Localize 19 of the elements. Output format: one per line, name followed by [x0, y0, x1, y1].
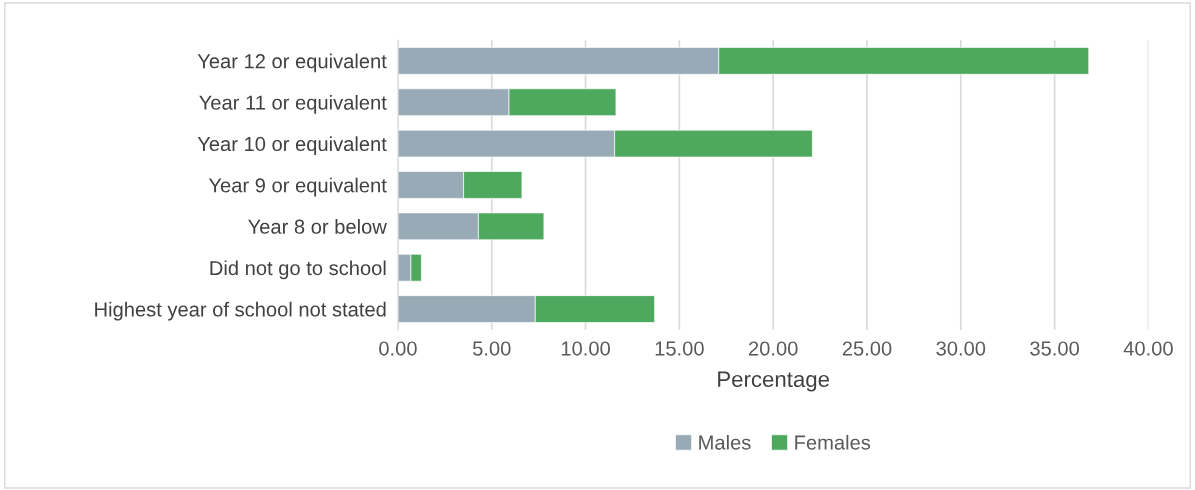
x-axis-title: Percentage	[718, 371, 830, 392]
x-tick-label: 0.00	[379, 341, 417, 356]
x-tick-label: 40.00	[1123, 341, 1173, 356]
x-tick-label: 20.00	[748, 341, 798, 356]
y-tick-label: Year 12 or equivalent	[197, 53, 387, 73]
x-tick-label: 15.00	[655, 341, 704, 356]
y-tick-label: Year 8 or below	[248, 219, 387, 234]
y-tick-label: Year 10 or equivalent	[197, 136, 387, 156]
legend-label: Females	[795, 434, 871, 450]
legend-label: Males	[699, 434, 751, 450]
x-tick-label: 5.00	[472, 341, 511, 356]
y-tick-label: Year 11 or equivalent	[199, 94, 387, 114]
x-tick-label: 10.00	[561, 341, 610, 356]
x-tick-label: 30.00	[936, 341, 986, 356]
y-tick-label: Year 9 or equivalent	[208, 177, 387, 197]
y-tick-label: Did not go to school	[210, 260, 386, 280]
y-tick-label: Highest year of school not stated	[95, 301, 386, 321]
x-tick-label: 35.00	[1030, 341, 1079, 356]
x-tick-label: 25.00	[842, 341, 892, 356]
